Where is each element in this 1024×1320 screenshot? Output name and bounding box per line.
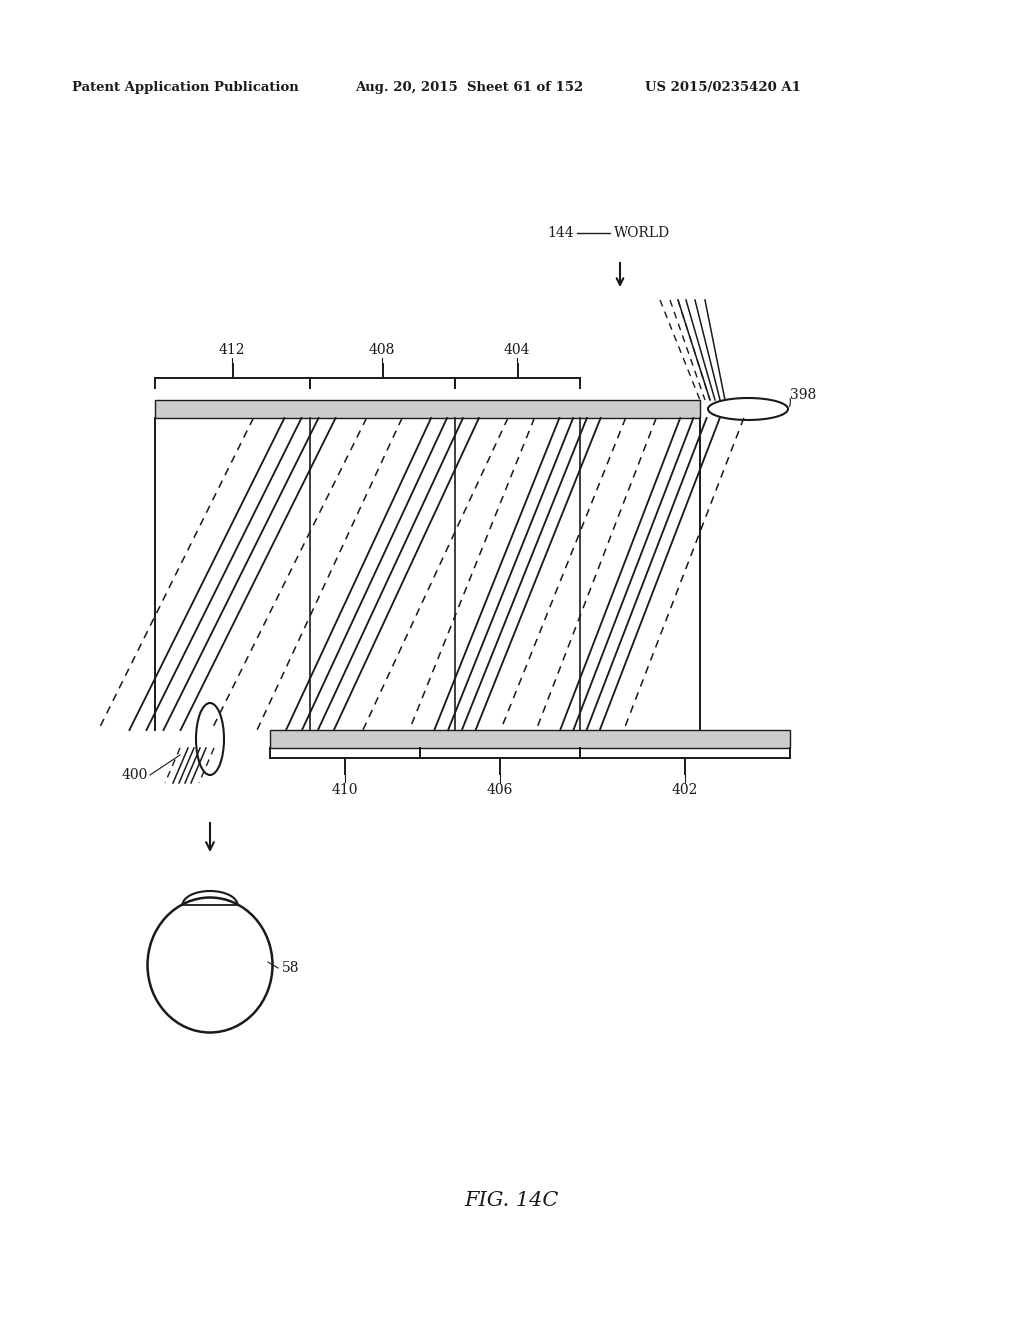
Text: 398: 398 bbox=[790, 388, 816, 403]
Text: 410: 410 bbox=[332, 783, 358, 797]
Text: WORLD: WORLD bbox=[614, 226, 670, 240]
Text: 404: 404 bbox=[504, 343, 530, 356]
Text: Patent Application Publication: Patent Application Publication bbox=[72, 82, 299, 95]
Text: 412: 412 bbox=[219, 343, 246, 356]
Ellipse shape bbox=[196, 704, 224, 775]
Ellipse shape bbox=[147, 898, 272, 1032]
Text: 402: 402 bbox=[672, 783, 698, 797]
Text: Aug. 20, 2015  Sheet 61 of 152: Aug. 20, 2015 Sheet 61 of 152 bbox=[355, 82, 584, 95]
Text: 400: 400 bbox=[122, 768, 148, 781]
Text: 406: 406 bbox=[486, 783, 513, 797]
Text: FIG. 14C: FIG. 14C bbox=[465, 1191, 559, 1209]
Text: 144: 144 bbox=[548, 226, 574, 240]
Polygon shape bbox=[270, 730, 790, 748]
Ellipse shape bbox=[708, 399, 788, 420]
Text: 408: 408 bbox=[369, 343, 395, 356]
Polygon shape bbox=[155, 400, 700, 418]
Text: US 2015/0235420 A1: US 2015/0235420 A1 bbox=[645, 82, 801, 95]
Text: 58: 58 bbox=[282, 961, 299, 975]
